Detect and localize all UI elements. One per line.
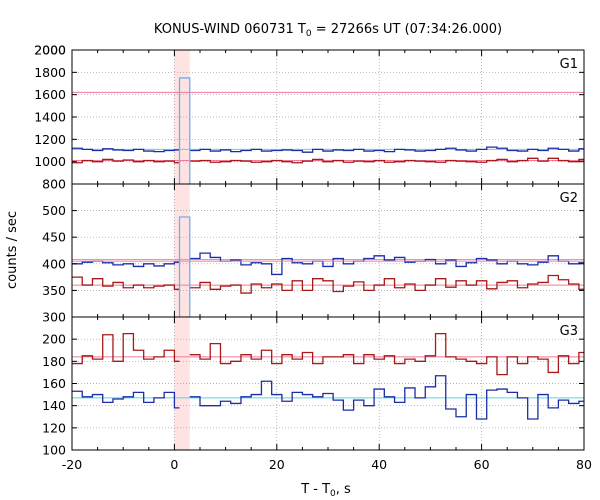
burst-interval-highlight <box>174 50 190 184</box>
y-tick-label: 1600 <box>34 87 66 102</box>
y-tick-label: 300 <box>42 310 66 325</box>
panel-label: G3 <box>560 324 578 339</box>
panel-label: G1 <box>560 57 578 72</box>
y-tick-label: 160 <box>42 376 66 391</box>
y-tick-label: 2000 <box>34 43 66 58</box>
series-group <box>72 216 584 317</box>
panel-g2: 300 350 400 450 500 G2 <box>42 183 585 325</box>
y-tick-label: 450 <box>42 230 66 245</box>
series-histogram <box>72 157 584 164</box>
series-histogram <box>72 146 584 153</box>
y-tick-label: 1200 <box>34 132 66 147</box>
y-tick-label: 1800 <box>34 65 66 80</box>
y-axis-label: counts / sec <box>5 211 20 289</box>
y-tick-label: 180 <box>42 354 66 369</box>
x-tick-label: 80 <box>576 457 592 472</box>
burst-interval-highlight <box>174 184 190 317</box>
plot-area: 8001000120014001600180020002000G13003504… <box>34 43 592 473</box>
y-tick-label: 1000 <box>34 154 66 169</box>
burst-interval-highlight <box>174 317 190 450</box>
y-tick-label: 2000 <box>34 43 66 58</box>
series-histogram <box>72 252 584 276</box>
series-histogram <box>178 216 191 317</box>
y-tick-label: 800 <box>42 177 66 192</box>
x-tick-label: 20 <box>269 457 285 472</box>
y-tick-label: 120 <box>42 420 66 435</box>
x-tick-label: -20 <box>62 457 82 472</box>
y-tick-label: 1400 <box>34 110 66 125</box>
panel-g3: 100 120 140 160 180 200 G3 <box>42 316 585 458</box>
y-tick-label: 200 <box>42 332 66 347</box>
x-axis-label: T - T0, s <box>300 482 351 499</box>
y-tick-label: 350 <box>42 283 66 298</box>
panel-frame <box>71 183 585 318</box>
panel-label: G2 <box>560 191 578 206</box>
y-tick-label: 140 <box>42 398 66 413</box>
y-tick-label: 500 <box>42 203 66 218</box>
series-histogram <box>178 77 191 184</box>
x-tick-label: 40 <box>371 457 387 472</box>
chart-title: KONUS-WIND 060731 T0 = 27266s UT (07:34:… <box>154 22 502 39</box>
series-histogram <box>72 274 584 294</box>
series-group <box>72 332 584 420</box>
x-tick-label: 0 <box>170 457 178 472</box>
y-tick-label: 400 <box>42 256 66 271</box>
y-tick-label: 100 <box>42 443 66 458</box>
series-group <box>72 77 584 184</box>
series-histogram <box>72 332 584 376</box>
x-tick-label: 60 <box>474 457 490 472</box>
series-histogram <box>72 375 584 420</box>
